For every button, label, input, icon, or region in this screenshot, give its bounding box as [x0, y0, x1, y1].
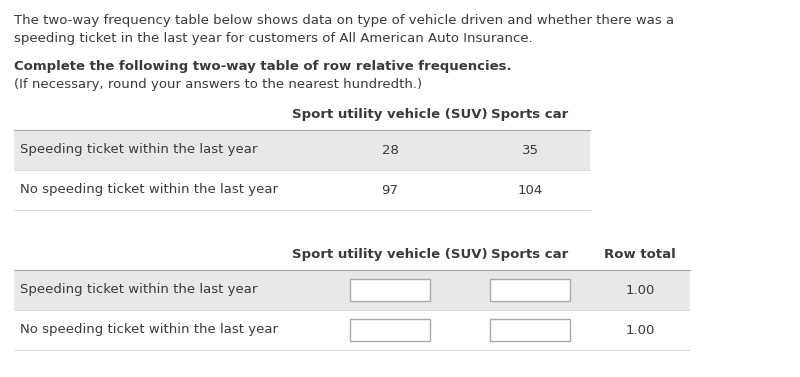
Text: 1.00: 1.00: [626, 323, 654, 337]
Text: The two-way frequency table below shows data on type of vehicle driven and wheth: The two-way frequency table below shows …: [14, 14, 674, 27]
Bar: [14, 170, 590, 210]
Text: Sport utility vehicle (SUV): Sport utility vehicle (SUV): [292, 248, 488, 261]
Bar: [350, 279, 430, 301]
Text: No speeding ticket within the last year: No speeding ticket within the last year: [20, 323, 278, 337]
Bar: [350, 319, 430, 341]
Text: 104: 104: [518, 184, 542, 196]
Text: Sports car: Sports car: [491, 248, 569, 261]
Text: speeding ticket in the last year for customers of All American Auto Insurance.: speeding ticket in the last year for cus…: [14, 32, 533, 45]
Text: Sport utility vehicle (SUV): Sport utility vehicle (SUV): [292, 108, 488, 121]
Bar: [490, 279, 570, 301]
Text: Complete the following two-way table of row relative frequencies.: Complete the following two-way table of …: [14, 60, 512, 73]
Bar: [14, 130, 590, 170]
Text: Row total: Row total: [604, 248, 676, 261]
Text: Speeding ticket within the last year: Speeding ticket within the last year: [20, 144, 258, 156]
Bar: [14, 270, 690, 310]
Text: No speeding ticket within the last year: No speeding ticket within the last year: [20, 184, 278, 196]
Text: 28: 28: [382, 144, 398, 156]
Text: Speeding ticket within the last year: Speeding ticket within the last year: [20, 284, 258, 296]
Text: Sports car: Sports car: [491, 108, 569, 121]
Bar: [14, 310, 690, 350]
Text: 1.00: 1.00: [626, 284, 654, 296]
Text: (If necessary, round your answers to the nearest hundredth.): (If necessary, round your answers to the…: [14, 78, 422, 91]
Text: 35: 35: [522, 144, 538, 156]
Bar: [490, 319, 570, 341]
Text: 97: 97: [382, 184, 398, 196]
